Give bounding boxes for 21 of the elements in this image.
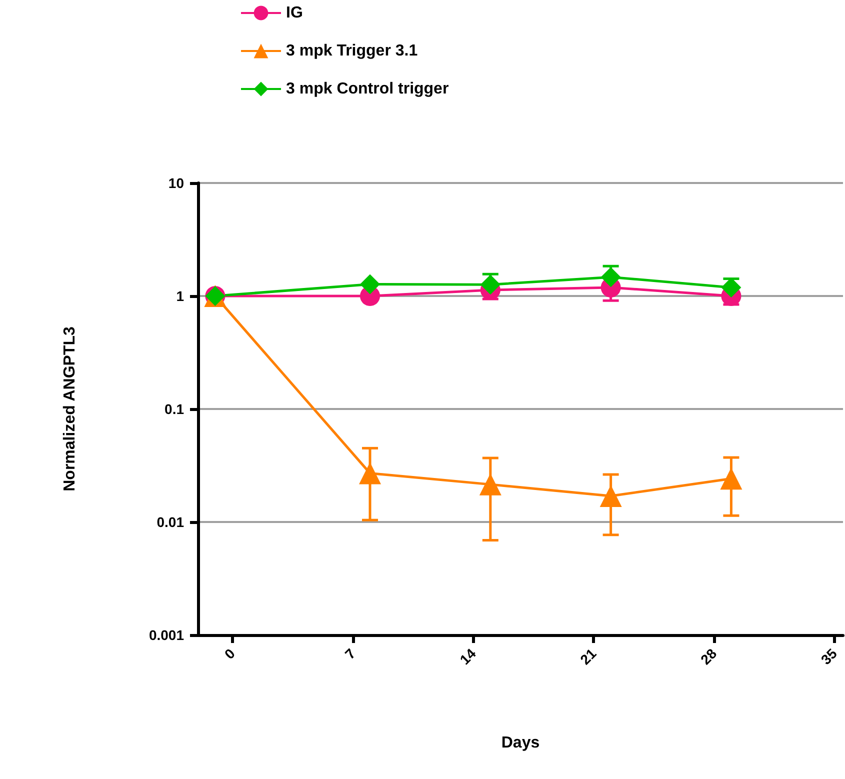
legend-label: IG: [286, 4, 303, 22]
y-tick-label: 0.001: [148, 627, 184, 643]
x-tick-label: 28: [697, 645, 720, 668]
y-tick-label: 0.01: [156, 514, 184, 530]
x-tick-label: 7: [342, 645, 359, 662]
y-tick-label: 0.1: [164, 401, 184, 417]
y-axis-title: Normalized ANGPTL3: [62, 326, 78, 492]
y-tick-label: 1: [176, 288, 184, 304]
x-tick-label: 14: [456, 645, 480, 668]
legend-label: 3 mpk Control trigger: [286, 80, 449, 98]
x-axis-title: Days: [501, 734, 540, 752]
point: [359, 462, 381, 484]
x-tick-label: 0: [221, 645, 238, 662]
y-tick-label: 10: [168, 175, 184, 191]
point: [600, 267, 621, 288]
point: [479, 473, 502, 496]
x-tick-label: 21: [576, 645, 600, 668]
x-tick-label: 35: [818, 645, 840, 668]
point: [360, 274, 380, 294]
point: [720, 468, 742, 490]
legend-label: 3 mpk Trigger 3.1: [286, 42, 418, 60]
